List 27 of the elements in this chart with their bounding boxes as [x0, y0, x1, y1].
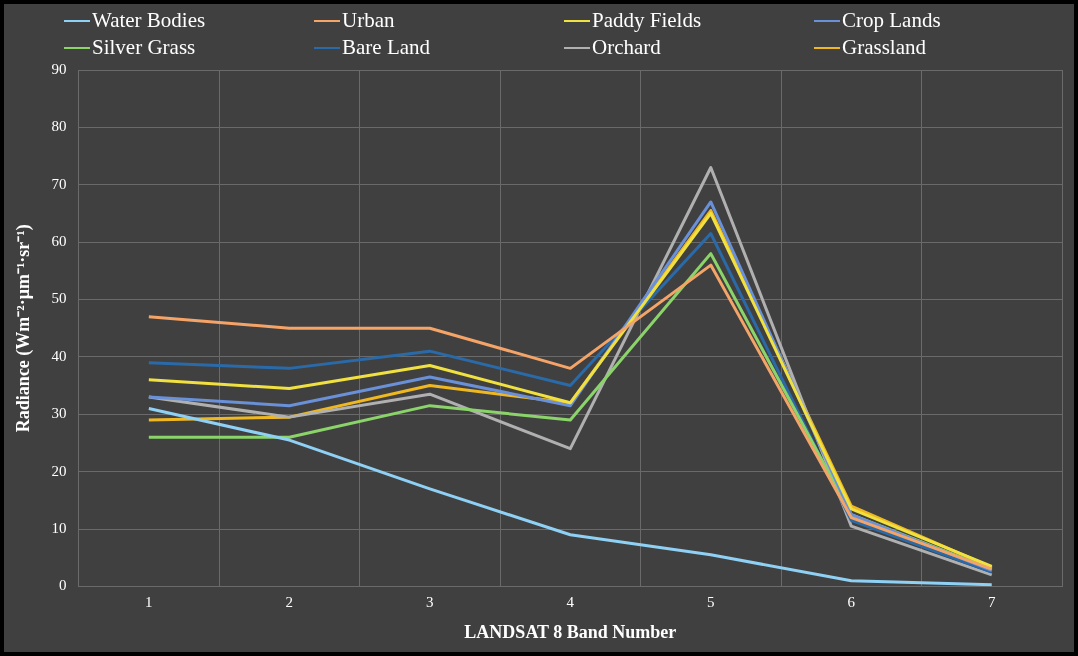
y-tick-label: 90 — [51, 60, 67, 77]
y-tick-label: 10 — [51, 519, 67, 536]
y-axis-title: Radiance (Wm⁻²·μm⁻¹·sr⁻¹) — [13, 224, 35, 433]
legend-label: Grassland — [842, 35, 926, 60]
x-tick-label: 5 — [707, 594, 715, 611]
x-tick-label: 2 — [285, 594, 294, 611]
legend-label: Bare Land — [342, 35, 431, 60]
y-tick-label: 40 — [51, 347, 67, 364]
x-tick-label: 4 — [566, 594, 575, 611]
y-tick-label: 50 — [51, 290, 67, 307]
x-tick-label: 6 — [847, 594, 856, 611]
x-tick-label: 1 — [145, 594, 153, 611]
x-tick-label: 3 — [426, 594, 434, 611]
legend-label: Paddy Fields — [592, 8, 702, 33]
x-tick-label: 7 — [988, 594, 997, 611]
y-tick-label: 30 — [51, 405, 67, 422]
y-tick-label: 80 — [51, 118, 67, 135]
y-tick-label: 70 — [51, 175, 67, 192]
y-tick-label: 60 — [51, 233, 67, 250]
y-tick-label: 0 — [59, 577, 67, 594]
legend-label: Water Bodies — [92, 8, 206, 33]
legend-label: Crop Lands — [842, 8, 941, 33]
legend-label: Urban — [342, 8, 395, 33]
legend-label: Orchard — [592, 35, 661, 60]
legend-label: Silver Grass — [92, 35, 196, 60]
y-tick-label: 20 — [51, 462, 67, 479]
x-axis-title: LANDSAT 8 Band Number — [464, 621, 677, 642]
